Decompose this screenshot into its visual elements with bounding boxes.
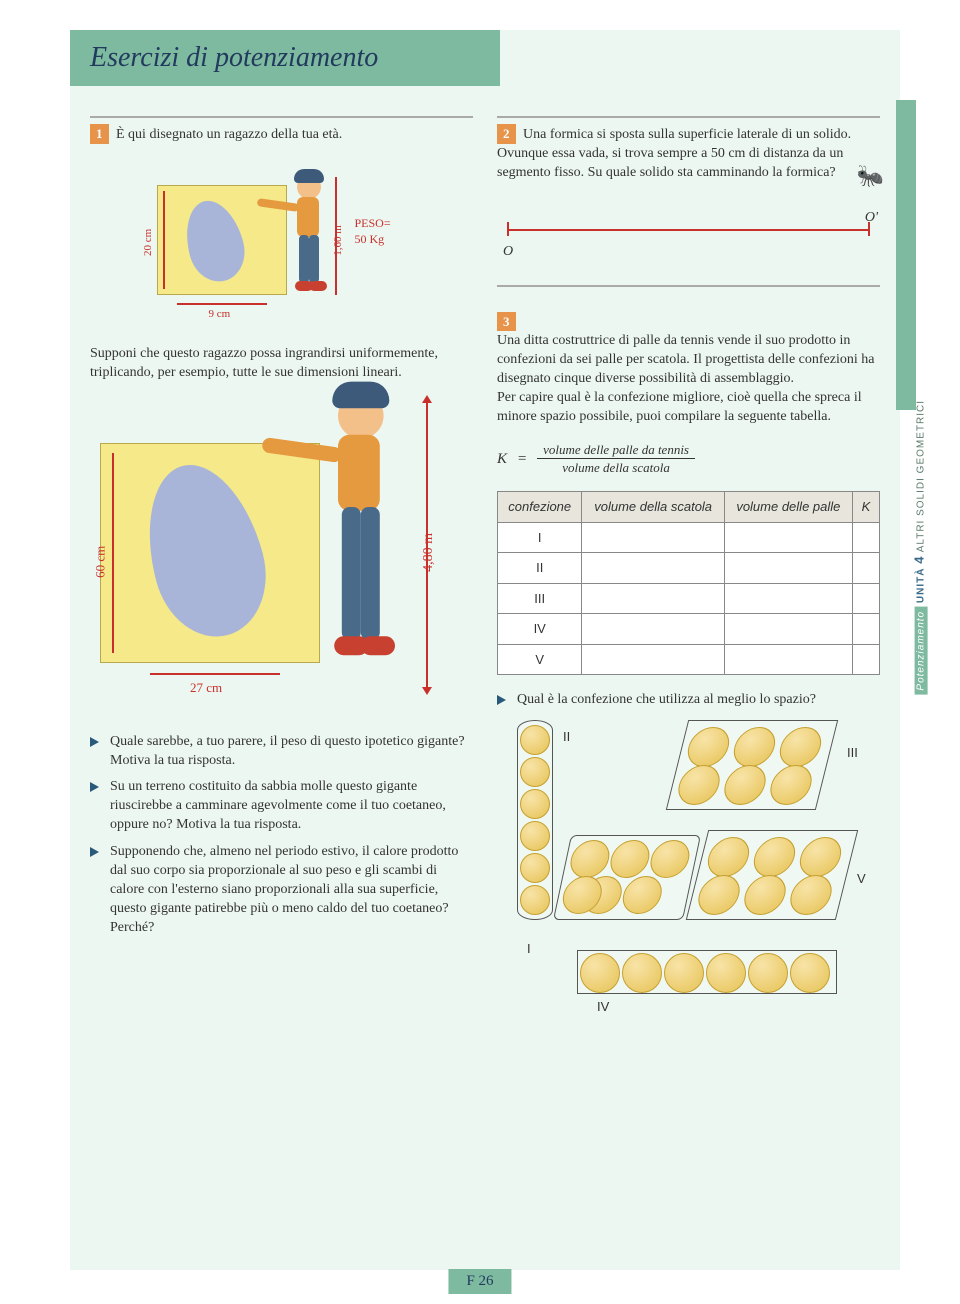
ex1-number: 1 xyxy=(90,124,109,144)
ex1-q3: Supponendo che, almeno nel periodo estiv… xyxy=(90,843,473,937)
cell-conf: IV xyxy=(498,614,582,645)
formula-K: K = volume delle palle da tennis volume … xyxy=(497,441,880,477)
peso-label-val: 50 Kg xyxy=(355,232,385,246)
th-vol-palle: volume delle palle xyxy=(724,492,852,523)
segment-label-Op: O' xyxy=(865,209,878,228)
ex1-q1: Quale sarebbe, a tuo parere, il peso di … xyxy=(90,733,473,771)
bullet-icon xyxy=(90,847,99,857)
ex2-text: Una formica si sposta sulla superficie l… xyxy=(497,127,851,180)
ex3-followup: Qual è la confezione che utilizza al meg… xyxy=(497,691,880,710)
conf-IV-box xyxy=(577,950,837,994)
table-header-row: confezione volume della scatola volume d… xyxy=(498,492,880,523)
conf-II-cylinder xyxy=(517,720,553,920)
ex1-q1-text: Quale sarebbe, a tuo parere, il peso di … xyxy=(110,734,465,768)
dim-foot-w-small: 9 cm xyxy=(209,307,231,322)
segment-label-O: O xyxy=(503,243,513,262)
side-potenziamento: Potenziamento xyxy=(915,607,928,695)
page-number: F 26 xyxy=(448,1269,511,1294)
columns: 1 È qui disegnato un ragazzo della tua e… xyxy=(70,116,900,1010)
ex3-line: 3 Una ditta costruttrice di palle da ten… xyxy=(497,293,880,427)
left-column: 1 È qui disegnato un ragazzo della tua e… xyxy=(90,116,473,1010)
ex1-q2: Su un terreno costituito da sabbia molle… xyxy=(90,778,473,835)
side-topic: ALTRI SOLIDI GEOMETRICI xyxy=(916,400,927,552)
dim-height-small: 1,60 m xyxy=(330,225,345,256)
ex1-q2-text: Su un terreno costituito da sabbia molle… xyxy=(110,779,446,832)
title-band: Esercizi di potenziamento xyxy=(70,30,500,86)
segment-tick-left xyxy=(507,222,509,236)
dim-line-v-big xyxy=(112,453,114,653)
conf-label-V: V xyxy=(857,870,866,888)
ex1-intro: È qui disegnato un ragazzo della tua età… xyxy=(116,127,342,142)
peso-label: PESO= 50 Kg xyxy=(355,215,391,247)
figure-small-boy: 20 cm 9 cm 1,60 m PESO= xyxy=(137,155,427,335)
peso-label-text: PESO= xyxy=(355,216,391,230)
conf-III-box xyxy=(666,720,838,810)
divider xyxy=(90,116,473,118)
figure-big-boy: 60 cm 27 cm 4,80 m xyxy=(90,393,450,713)
side-label: Potenziamento UNITÀ 4 ALTRI SOLIDI GEOME… xyxy=(912,400,927,695)
conf-label-II: II xyxy=(563,728,570,746)
dim-height-big: 4,80 m xyxy=(420,533,439,572)
bullet-icon xyxy=(90,737,99,747)
ex3-followup-text: Qual è la confezione che utilizza al meg… xyxy=(517,692,816,707)
dim-line-h-small xyxy=(177,303,267,305)
conf-label-I: I xyxy=(527,940,531,958)
formula-fraction: volume delle palle da tennis volume dell… xyxy=(537,441,695,477)
th-confezione: confezione xyxy=(498,492,582,523)
conf-label-III: III xyxy=(847,744,858,762)
cell-conf: V xyxy=(498,644,582,675)
balls-figure: II III xyxy=(497,720,880,1010)
dim-foot-h-big: 60 cm xyxy=(91,545,109,577)
table-row: V xyxy=(498,644,880,675)
table-row: II xyxy=(498,553,880,584)
conf-I-group xyxy=(553,835,701,920)
formula-numerator: volume delle palle da tennis xyxy=(537,441,695,460)
formula-denominator: volume della scatola xyxy=(537,459,695,477)
ex3-followup-list: Qual è la confezione che utilizza al meg… xyxy=(497,691,880,710)
ant-icon: 🐜 xyxy=(857,161,884,191)
conf-label-IV: IV xyxy=(597,998,609,1016)
ex1-q3-text: Supponendo che, almeno nel periodo estiv… xyxy=(110,844,458,935)
cell-conf: III xyxy=(498,583,582,614)
conf-V-box xyxy=(686,830,858,920)
table-confezioni: confezione volume della scatola volume d… xyxy=(497,491,880,675)
table-row: I xyxy=(498,522,880,553)
divider xyxy=(497,116,880,118)
side-unita-num: 4 xyxy=(912,556,927,564)
th-K: K xyxy=(852,492,879,523)
page-title: Esercizi di potenziamento xyxy=(90,42,480,74)
ex3-number: 3 xyxy=(497,312,516,332)
dim-foot-w-big: 27 cm xyxy=(190,679,222,697)
bullet-icon xyxy=(90,782,99,792)
ex1-intro-line: 1 È qui disegnato un ragazzo della tua e… xyxy=(90,124,473,145)
cell-conf: I xyxy=(498,522,582,553)
right-column: 2 Una formica si sposta sulla superficie… xyxy=(497,116,880,1010)
ex2-line: 2 Una formica si sposta sulla superficie… xyxy=(497,124,880,183)
segment-line xyxy=(507,229,870,231)
side-unita: UNITÀ xyxy=(916,568,927,604)
ex3-text: Una ditta costruttrice di palle da tenni… xyxy=(497,333,874,424)
dim-line-h-big xyxy=(150,673,280,675)
segment-figure: O O' xyxy=(497,199,880,269)
ex1-questions: Quale sarebbe, a tuo parere, il peso di … xyxy=(90,733,473,938)
dim-foot-h-small: 20 cm xyxy=(141,229,156,256)
table-row: IV xyxy=(498,614,880,645)
ex1-mid-text: Supponi che questo ragazzo possa ingrand… xyxy=(90,345,473,383)
divider xyxy=(497,285,880,287)
table-row: III xyxy=(498,583,880,614)
content-area: Esercizi di potenziamento 1 È qui disegn… xyxy=(70,30,900,1010)
formula-K-var: K xyxy=(497,449,507,469)
dim-line-v-small xyxy=(163,191,165,289)
cell-conf: II xyxy=(498,553,582,584)
ex2-number: 2 xyxy=(497,124,516,144)
th-vol-scatola: volume della scatola xyxy=(582,492,724,523)
bullet-icon xyxy=(497,695,506,705)
formula-eq: = xyxy=(517,449,527,469)
